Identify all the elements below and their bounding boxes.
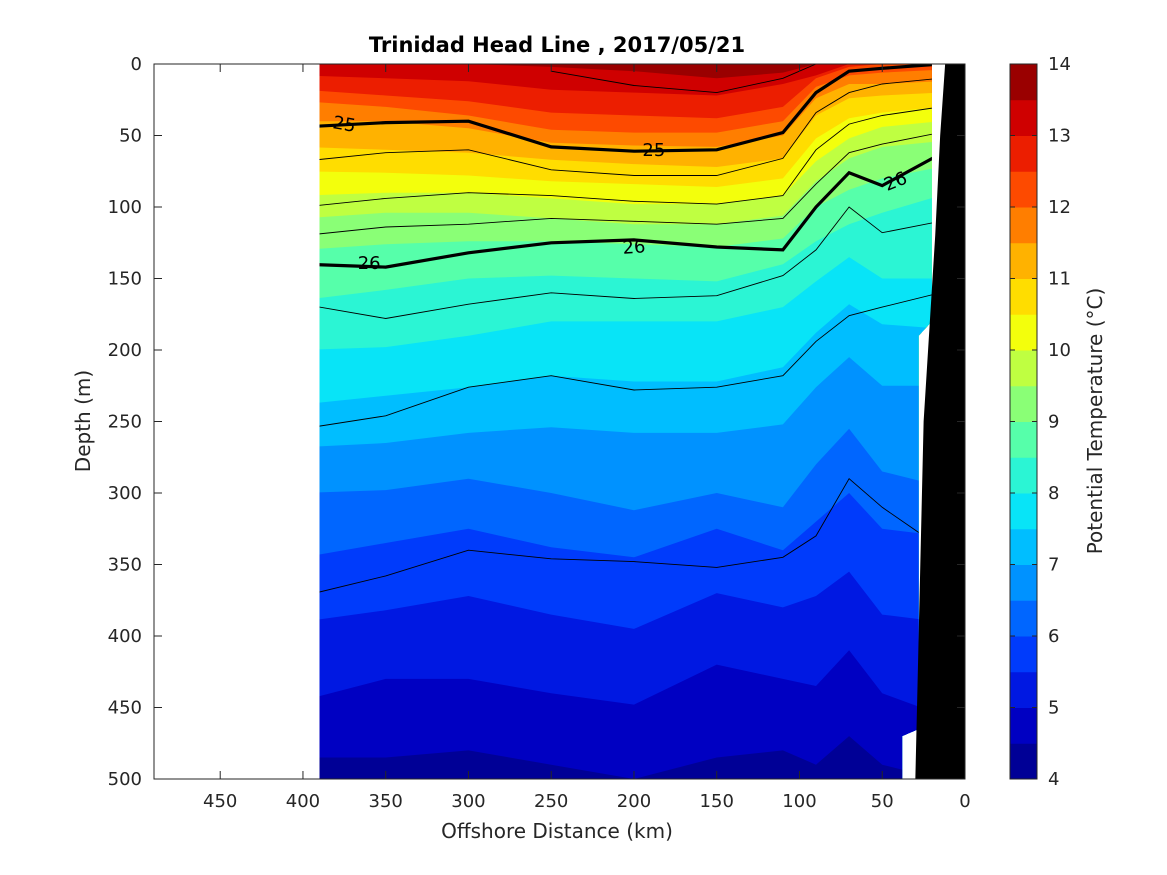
y-tick-label: 300 <box>108 483 142 504</box>
x-tick-label: 400 <box>286 791 320 812</box>
colorbar-label: Potential Temperature (°C) <box>1083 288 1107 555</box>
colorbar-tick-label: 12 <box>1048 197 1071 218</box>
x-axis-label: Offshore Distance (km) <box>441 819 673 843</box>
colorbar-segment <box>1010 421 1037 458</box>
x-tick-label: 150 <box>700 791 734 812</box>
colorbar-segment <box>1010 743 1037 780</box>
colorbar-tick-label: 10 <box>1048 340 1071 361</box>
y-tick-label: 450 <box>108 698 142 719</box>
x-axis: 450 400 350 300 250 200 150 100 50 0 <box>203 64 971 812</box>
y-tick-label: 0 <box>131 54 142 75</box>
density-contour <box>551 64 817 94</box>
density-contour <box>319 292 932 430</box>
y-tick-label: 100 <box>108 197 142 218</box>
temperature-contour-fill <box>319 64 932 779</box>
colorbar-segment <box>1010 350 1037 387</box>
colorbar-ticks: 4 5 6 7 8 9 10 11 12 13 14 <box>1010 54 1071 790</box>
x-tick-label: 200 <box>617 791 651 812</box>
colorbar-segment <box>1010 671 1037 708</box>
density-contour <box>319 132 932 237</box>
density-contour-label: 25 <box>331 112 357 137</box>
colorbar-segment <box>1010 135 1037 172</box>
y-tick-label: 200 <box>108 340 142 361</box>
colorbar-segment <box>1010 528 1037 565</box>
temperature-band <box>319 736 932 779</box>
colorbar-segment <box>1010 457 1037 494</box>
x-tick-label: 50 <box>871 791 894 812</box>
y-tick-label: 400 <box>108 626 142 647</box>
density-contour <box>319 478 932 597</box>
x-tick-label: 0 <box>959 791 970 812</box>
colorbar-segment <box>1010 99 1037 136</box>
y-tick-label: 500 <box>108 769 142 790</box>
colorbar-segment <box>1010 600 1037 637</box>
colorbar <box>1009 63 1038 780</box>
y-axis: 0 50 100 150 200 250 300 350 400 450 500 <box>108 54 965 790</box>
y-tick-label: 150 <box>108 269 142 290</box>
x-tick-label: 300 <box>451 791 485 812</box>
colorbar-segment <box>1010 314 1037 351</box>
density-contour <box>319 77 932 176</box>
y-axis-label: Depth (m) <box>71 370 95 472</box>
colorbar-segment <box>1010 385 1037 422</box>
colorbar-tick-label: 11 <box>1048 269 1071 290</box>
colorbar-tick-label: 6 <box>1048 626 1059 647</box>
colorbar-segment <box>1010 64 1037 101</box>
colorbar-tick-label: 7 <box>1048 555 1059 576</box>
density-contour <box>319 106 932 208</box>
colorbar-tick-label: 14 <box>1048 54 1071 75</box>
colorbar-tick-label: 13 <box>1048 126 1071 147</box>
colorbar-segment <box>1010 171 1037 208</box>
density-contour-bold <box>319 64 932 153</box>
colorbar-tick-label: 5 <box>1048 698 1059 719</box>
x-tick-label: 100 <box>782 791 816 812</box>
colorbar-segment <box>1010 242 1037 279</box>
colorbar-segment <box>1010 707 1037 744</box>
colorbar-segment <box>1010 564 1037 601</box>
y-tick-label: 250 <box>108 412 142 433</box>
colorbar-tick-label: 4 <box>1048 769 1059 790</box>
density-contour-lines <box>319 64 932 597</box>
bathymetry-land <box>915 64 965 779</box>
temperature-band <box>319 650 932 779</box>
density-contour-label: 26 <box>358 253 381 274</box>
density-contour-label: 25 <box>642 140 665 161</box>
x-tick-label: 250 <box>534 791 568 812</box>
colorbar-segment <box>1010 278 1037 315</box>
y-tick-label: 350 <box>108 555 142 576</box>
x-tick-label: 450 <box>203 791 237 812</box>
density-contour-bold <box>319 152 932 269</box>
density-contour-label: 26 <box>622 236 646 259</box>
density-contour <box>319 206 932 319</box>
colorbar-segment <box>1010 493 1037 530</box>
y-tick-label: 50 <box>119 126 142 147</box>
colorbar-segment <box>1010 207 1037 244</box>
chart-title: Trinidad Head Line , 2017/05/21 <box>369 33 745 57</box>
colorbar-tick-label: 8 <box>1048 483 1059 504</box>
colorbar-segment <box>1010 636 1037 673</box>
colorbar-tick-label: 9 <box>1048 412 1059 433</box>
x-tick-label: 350 <box>369 791 403 812</box>
